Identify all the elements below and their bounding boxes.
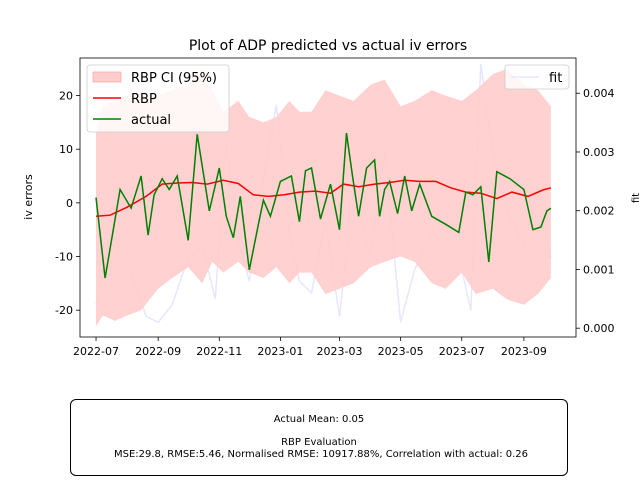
x-tick-label: 2023-03 xyxy=(317,345,363,358)
y-tick-label: 0 xyxy=(66,197,73,210)
legend-left-frame xyxy=(86,64,230,133)
x-tick-label: 2022-09 xyxy=(135,345,181,358)
y-tick-label: -10 xyxy=(55,251,73,264)
actual-series-line xyxy=(95,132,552,279)
evaluation-title: RBP Evaluation xyxy=(281,437,357,448)
y2-tick-label: 0.003 xyxy=(583,146,615,159)
y-tick-label: 20 xyxy=(59,90,73,103)
x-tick-label: 2022-07 xyxy=(73,345,119,358)
legend-label: RBP CI (95%) xyxy=(131,71,217,86)
legend-right: fit xyxy=(504,64,570,90)
axes-layer: -20 -10 0 10 20 0.000 0.001 0.002 0.003 0.004 2022… xyxy=(55,87,614,358)
x-tick-label: 2023-07 xyxy=(439,345,485,358)
rbp-ci-band xyxy=(96,68,551,327)
plot-series-layer xyxy=(95,63,552,327)
chart-title: Plot of ADP predicted vs actual iv error… xyxy=(189,38,467,54)
y-axis-label: iv errors xyxy=(22,174,35,220)
y2-tick-label: 0.001 xyxy=(583,263,615,276)
x-tick-label: 2023-01 xyxy=(257,345,303,358)
actual-mean-text: Actual Mean: 0.05 xyxy=(273,414,365,425)
legend-label: fit xyxy=(549,71,562,86)
y-tick-label: 10 xyxy=(59,143,73,156)
legend-swatch-ci xyxy=(92,71,122,83)
y-tick-label: -20 xyxy=(55,304,73,317)
plot-frame xyxy=(79,57,577,338)
y2-tick-label: 0.002 xyxy=(583,205,615,218)
legend-label: RBP xyxy=(131,92,157,107)
x-tick-label: 2022-11 xyxy=(196,345,242,358)
x-tick-label: 2023-05 xyxy=(378,345,424,358)
y2-tick-label: 0.000 xyxy=(583,322,615,335)
x-tick-label: 2023-09 xyxy=(501,345,547,358)
y2-axis-label: fit xyxy=(631,193,640,203)
y2-tick-label: 0.004 xyxy=(583,87,615,100)
legend-left: RBP CI (95%) RBP actual xyxy=(86,64,230,133)
stats-box: Actual Mean: 0.05 RBP Evaluation MSE:29.… xyxy=(70,399,568,476)
evaluation-metrics: MSE:29.8, RMSE:5.46, Normalised RMSE: 10… xyxy=(113,449,529,460)
legend-label: actual xyxy=(131,113,171,128)
